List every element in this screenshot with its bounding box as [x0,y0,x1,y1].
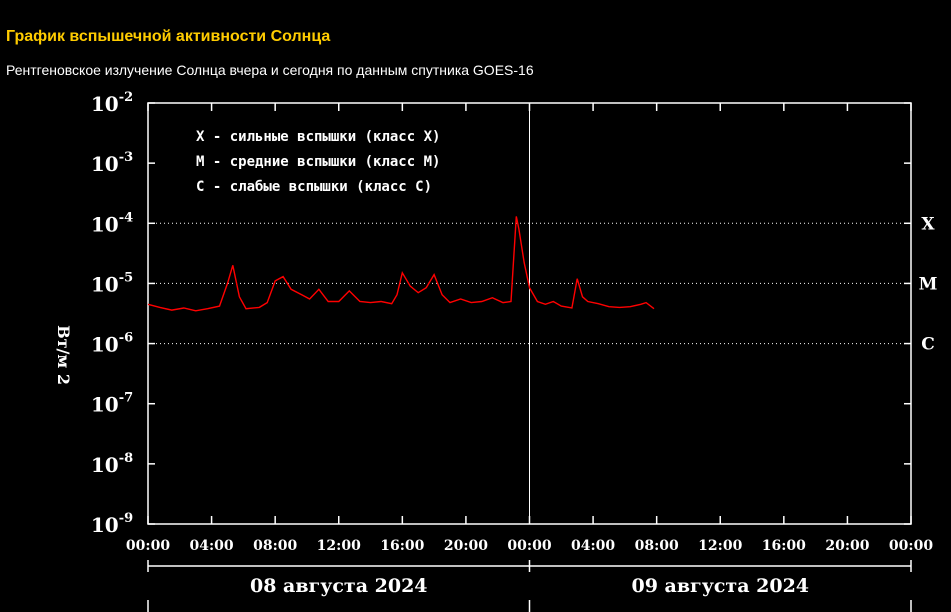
class-label: M [919,274,938,294]
legend-entry: X - сильные вспышки (класс X) [196,129,440,145]
x-tick-label: 00:00 [507,538,551,554]
x-tick-label: 16:00 [380,538,424,554]
y-tick-label: 10-9 [91,511,133,537]
xray-flux-line [147,216,655,312]
x-tick-label: 04:00 [571,538,615,554]
y-tick-label: 10-5 [91,270,133,296]
class-label: X [921,214,935,234]
y-tick-label: 10-4 [91,210,133,236]
x-tick-label: 00:00 [126,538,170,554]
y-tick-label: 10-6 [91,331,133,357]
y-tick-label: 10-2 [91,90,133,116]
date-label: 08 августа 2024 [250,575,428,597]
x-tick-label: 20:00 [825,538,869,554]
x-tick-label: 04:00 [190,538,234,554]
x-tick-label: 12:00 [698,538,742,554]
y-tick-label: 10-7 [91,391,133,417]
y-tick-label: 10-8 [91,451,133,477]
x-tick-label: 16:00 [762,538,806,554]
x-tick-label: 12:00 [317,538,361,554]
legend-entry: M - средние вспышки (класс M) [196,154,440,170]
x-tick-label: 08:00 [253,538,297,554]
x-tick-label: 08:00 [635,538,679,554]
x-tick-label: 20:00 [444,538,488,554]
y-tick-label: 10-3 [91,150,133,176]
page-title: График вспышечной активности Солнца [6,28,331,45]
page-subtitle: Рентгеновское излучение Солнца вчера и с… [6,62,534,78]
y-axis-label: Вт/м 2 [54,325,73,385]
date-label: 09 августа 2024 [631,575,809,597]
x-tick-label: 00:00 [889,538,933,554]
legend-entry: C - слабые вспышки (класс C) [196,179,432,195]
class-label: C [921,335,935,355]
